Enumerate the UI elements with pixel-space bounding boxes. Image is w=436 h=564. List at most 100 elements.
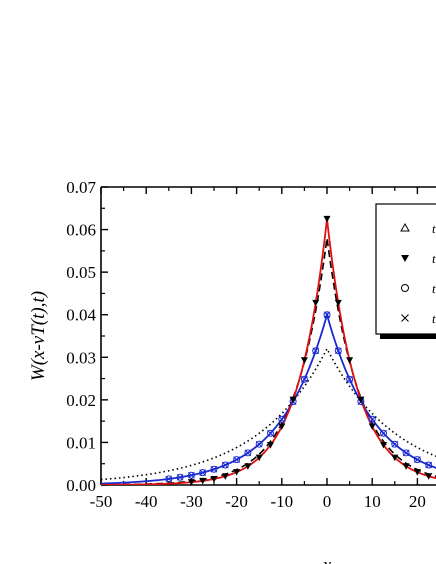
circle-marker <box>165 475 173 483</box>
cross-marker <box>255 440 263 448</box>
triangle-marker <box>312 299 320 307</box>
plot-area <box>101 215 436 485</box>
circle-marker <box>267 429 274 437</box>
cross-marker <box>323 311 331 319</box>
circle-marker <box>425 461 433 469</box>
open-circle-icon <box>401 284 409 292</box>
x-tick-label: -10 <box>270 492 293 511</box>
x-tick-label: -50 <box>90 492 113 511</box>
cross-marker <box>391 440 399 448</box>
x-tick-label: -20 <box>225 492 248 511</box>
y-tick-label: 0.02 <box>66 391 96 410</box>
circle-marker <box>312 347 320 355</box>
x-tick-label: 20 <box>409 492 426 511</box>
triangle-marker <box>244 463 252 470</box>
circle-marker <box>221 461 229 469</box>
x-tick-label: 10 <box>364 492 381 511</box>
triangle-marker <box>187 479 195 485</box>
cross-marker <box>368 415 376 423</box>
open-triangle-icon <box>400 222 410 232</box>
circle-marker <box>199 469 207 477</box>
legend-box <box>375 203 436 335</box>
circle-marker <box>233 456 241 464</box>
cross-marker <box>425 461 433 469</box>
triangle-marker <box>300 357 308 364</box>
circle-marker <box>187 471 195 479</box>
cross-marker <box>414 456 421 464</box>
cross-marker <box>176 473 184 481</box>
cross-marker <box>233 456 240 464</box>
y-tick-label: 0.04 <box>66 306 96 325</box>
y-tick-label: 0.01 <box>66 433 96 452</box>
triangle-marker <box>199 477 207 485</box>
y-tick-label: 0.05 <box>66 263 96 282</box>
circle-marker <box>255 440 263 448</box>
cross-icon <box>401 314 409 322</box>
triangle-marker <box>267 441 274 449</box>
triangle-marker <box>402 463 410 470</box>
triangle-marker <box>210 475 218 483</box>
triangle-marker <box>221 473 229 480</box>
circle-marker <box>402 449 410 457</box>
cross-marker <box>267 429 274 437</box>
triangle-marker <box>413 469 421 476</box>
legend-shadow <box>380 334 436 339</box>
x-tick-label: -30 <box>180 492 203 511</box>
circle-marker <box>368 415 376 423</box>
y-tick-label: 0.00 <box>66 476 96 495</box>
cross-marker <box>188 471 195 479</box>
circle-marker <box>244 449 252 457</box>
circle-marker <box>346 375 354 383</box>
cross-marker <box>301 375 308 383</box>
cross-marker <box>199 469 207 476</box>
triangle-marker <box>289 396 297 404</box>
filled-triangle-icon <box>401 255 409 262</box>
y-tick-label: 0.03 <box>66 348 96 367</box>
x-tick-label: 0 <box>323 492 332 511</box>
legend-label: t <box>432 221 436 236</box>
cross-marker <box>402 449 410 457</box>
cross-marker <box>221 461 229 469</box>
cross-marker <box>312 347 320 355</box>
legend-label: t <box>432 251 436 266</box>
series-line-3 <box>101 311 436 485</box>
circle-marker <box>413 456 421 464</box>
cross-marker <box>244 449 252 457</box>
cross-marker <box>165 475 173 483</box>
y-axis-title: W(x-vT(t),t) <box>28 291 49 381</box>
legend-label: t <box>432 281 436 296</box>
circle-marker <box>210 465 218 473</box>
triangle-marker <box>380 441 387 449</box>
circle-marker <box>278 415 286 423</box>
circle-marker <box>176 473 184 481</box>
triangle-marker <box>334 299 342 307</box>
circle-marker <box>334 347 342 355</box>
series-line-4 <box>101 347 436 481</box>
triangle-marker <box>368 423 376 431</box>
y-tick-label: 0.06 <box>66 221 96 240</box>
circle-marker <box>391 440 399 448</box>
triangle-marker <box>278 423 286 431</box>
cross-marker <box>278 415 286 423</box>
circle-marker <box>380 429 387 437</box>
cross-marker <box>346 375 353 383</box>
triangle-marker <box>346 357 354 364</box>
triangle-marker <box>391 454 399 462</box>
triangle-marker <box>233 469 241 476</box>
legend-label: t <box>432 311 436 326</box>
triangle-marker <box>255 454 263 462</box>
y-tick-label: 0.07 <box>66 178 96 197</box>
triangle-marker <box>357 396 365 404</box>
circle-marker <box>300 375 308 383</box>
axes: -50 -40 -30 -20 -10 0 10 20 0.00 0.01 0.02 0.03 0.04… <box>66 178 436 511</box>
triangle-marker <box>425 473 433 480</box>
x-axis-title: x <box>322 555 332 564</box>
cross-marker <box>380 429 387 437</box>
x-tick-label: -40 <box>135 492 158 511</box>
circle-marker <box>323 311 331 319</box>
triangle-marker <box>323 215 331 223</box>
cross-marker <box>210 465 218 473</box>
cross-marker <box>334 347 342 355</box>
